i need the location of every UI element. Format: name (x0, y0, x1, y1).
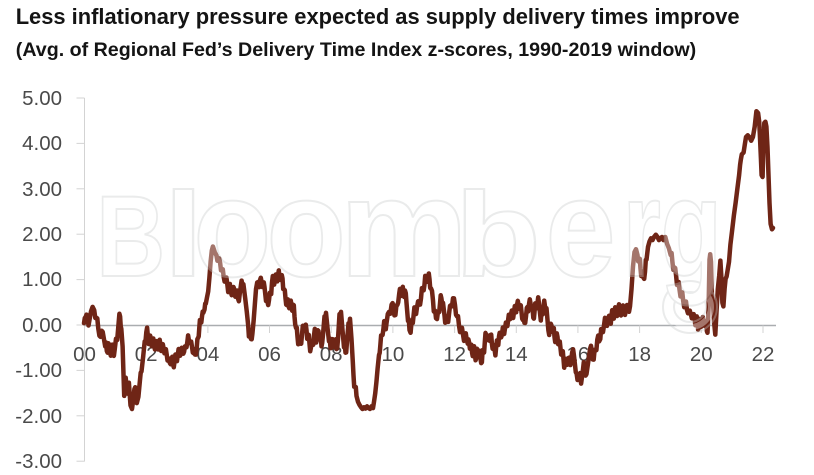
svg-text:e: e (546, 150, 616, 307)
svg-text:l: l (164, 168, 203, 302)
svg-text:g: g (660, 150, 722, 306)
svg-text:r: r (623, 150, 661, 306)
svg-text:b: b (455, 168, 541, 302)
svg-text:m: m (340, 150, 468, 307)
svg-text:B: B (96, 173, 165, 301)
svg-text:o: o (193, 150, 271, 306)
svg-text:o: o (266, 150, 346, 306)
